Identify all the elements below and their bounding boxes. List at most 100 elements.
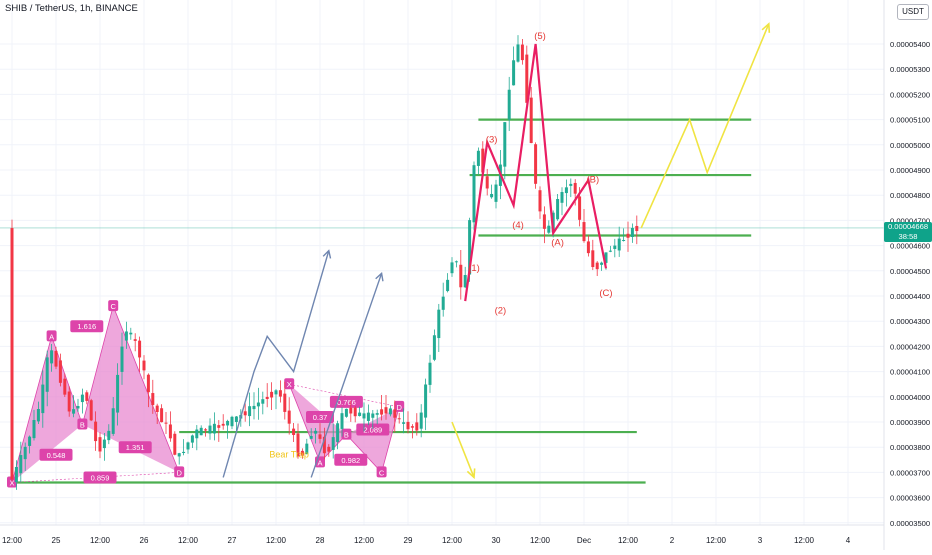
candle-body bbox=[402, 422, 406, 424]
candle-body bbox=[32, 419, 36, 439]
candle-body bbox=[28, 436, 32, 446]
y-tick-label: 0.00005200 bbox=[890, 90, 930, 99]
fib-ratio-label: 2.089 bbox=[363, 426, 382, 435]
x-tick-label: 12:00 bbox=[2, 536, 23, 545]
y-tick-label: 0.00003500 bbox=[890, 519, 930, 528]
projection-path bbox=[451, 421, 475, 478]
candle-body bbox=[384, 407, 388, 414]
candle-body bbox=[133, 339, 137, 341]
candle-body bbox=[23, 446, 27, 460]
candle-body bbox=[292, 428, 296, 435]
candle-body bbox=[437, 309, 441, 339]
candle-body bbox=[98, 437, 102, 452]
candle-body bbox=[604, 252, 608, 263]
candle-body bbox=[520, 44, 524, 61]
x-tick-label: 12:00 bbox=[90, 536, 111, 545]
fib-ratio-label: 0.548 bbox=[47, 451, 66, 460]
y-tick-label: 0.00005100 bbox=[890, 116, 930, 125]
candle-body bbox=[296, 433, 300, 457]
candle-body bbox=[454, 261, 458, 263]
harmonic-point-marker bbox=[108, 300, 119, 312]
x-tick-label: 30 bbox=[492, 536, 501, 545]
candle-body bbox=[168, 424, 172, 439]
y-tick-label: 0.00004000 bbox=[890, 393, 930, 402]
fib-ratio-badge bbox=[83, 471, 117, 484]
candle-body bbox=[375, 413, 379, 415]
candle-body bbox=[252, 405, 256, 410]
candle-body bbox=[41, 384, 45, 414]
x-tick-label: 29 bbox=[404, 536, 413, 545]
candle-body bbox=[248, 406, 252, 417]
candle-body bbox=[164, 422, 168, 424]
candle-body bbox=[476, 150, 480, 166]
bear-trap-label: Bear Trap bbox=[269, 449, 309, 459]
wave-count-label: (C) bbox=[599, 288, 612, 299]
x-tick-label: 3 bbox=[758, 536, 763, 545]
currency-label[interactable]: USDT bbox=[897, 4, 929, 20]
harmonic-point-label: X bbox=[287, 380, 292, 389]
wave-count-label: (2) bbox=[495, 306, 507, 317]
candle-body bbox=[195, 429, 199, 439]
last-price-badge: 0.00004668 38:58 bbox=[884, 222, 932, 242]
y-tick-label: 0.00004100 bbox=[890, 368, 930, 377]
candle-body bbox=[146, 374, 150, 393]
candle-body bbox=[10, 228, 14, 480]
candle-body bbox=[243, 411, 247, 416]
x-tick-label: 27 bbox=[228, 536, 237, 545]
candle-body bbox=[72, 409, 76, 414]
x-tick-label: 12:00 bbox=[530, 536, 551, 545]
candle-body bbox=[542, 214, 546, 229]
x-tick-label: 28 bbox=[316, 536, 325, 545]
candle-body bbox=[586, 241, 590, 254]
candle-body bbox=[366, 412, 370, 421]
harmonic-point-label: C bbox=[379, 468, 385, 477]
candle-body bbox=[441, 296, 445, 310]
candle-body bbox=[142, 360, 146, 371]
x-tick-label: 26 bbox=[140, 536, 149, 545]
candle-body bbox=[608, 250, 612, 252]
candle-body bbox=[230, 416, 234, 427]
candle-body bbox=[446, 279, 450, 292]
x-tick-label: 12:00 bbox=[266, 536, 287, 545]
candle-body bbox=[274, 390, 278, 395]
y-tick-label: 0.00005300 bbox=[890, 65, 930, 74]
candle-body bbox=[327, 446, 331, 452]
candle-body bbox=[626, 233, 630, 238]
candle-body bbox=[111, 408, 115, 434]
y-tick-label: 0.00003600 bbox=[890, 494, 930, 503]
candle-body bbox=[234, 416, 238, 422]
candle-body bbox=[287, 410, 291, 424]
candle-body bbox=[305, 443, 309, 455]
candle-body bbox=[300, 450, 304, 456]
candle-body bbox=[600, 262, 604, 265]
candle-body bbox=[85, 392, 89, 401]
candle-body bbox=[622, 239, 626, 241]
candle-body bbox=[173, 433, 177, 455]
candle-body bbox=[116, 374, 120, 413]
candle-body bbox=[67, 391, 71, 412]
sketch-arrowhead bbox=[322, 249, 332, 259]
candle-body bbox=[481, 148, 485, 173]
candle-body bbox=[512, 60, 516, 86]
candle-body bbox=[534, 144, 538, 184]
fib-ratio-badge bbox=[39, 448, 73, 461]
candles-layer bbox=[10, 35, 639, 490]
candle-body bbox=[226, 420, 230, 426]
y-tick-label: 0.00004300 bbox=[890, 317, 930, 326]
y-tick-label: 0.00005000 bbox=[890, 141, 930, 150]
symbol-title: SHIB / TetherUS, 1h, BINANCE bbox=[5, 3, 138, 14]
candle-body bbox=[54, 350, 58, 367]
harmonic-point-label: A bbox=[317, 458, 322, 467]
candle-body bbox=[468, 220, 472, 275]
candle-body bbox=[450, 262, 454, 274]
candle-body bbox=[578, 196, 582, 220]
candle-body bbox=[432, 335, 436, 360]
candle-body bbox=[556, 198, 560, 220]
harmonic-layer: X A B C D 1.616 0.548 1.351 0.859 X A B C D 0.37 0.766 2… bbox=[7, 300, 405, 488]
wave-count-label: (3) bbox=[486, 134, 498, 145]
candle-body bbox=[529, 97, 533, 144]
candle-body bbox=[459, 264, 463, 288]
harmonic-point-label: A bbox=[49, 332, 54, 341]
